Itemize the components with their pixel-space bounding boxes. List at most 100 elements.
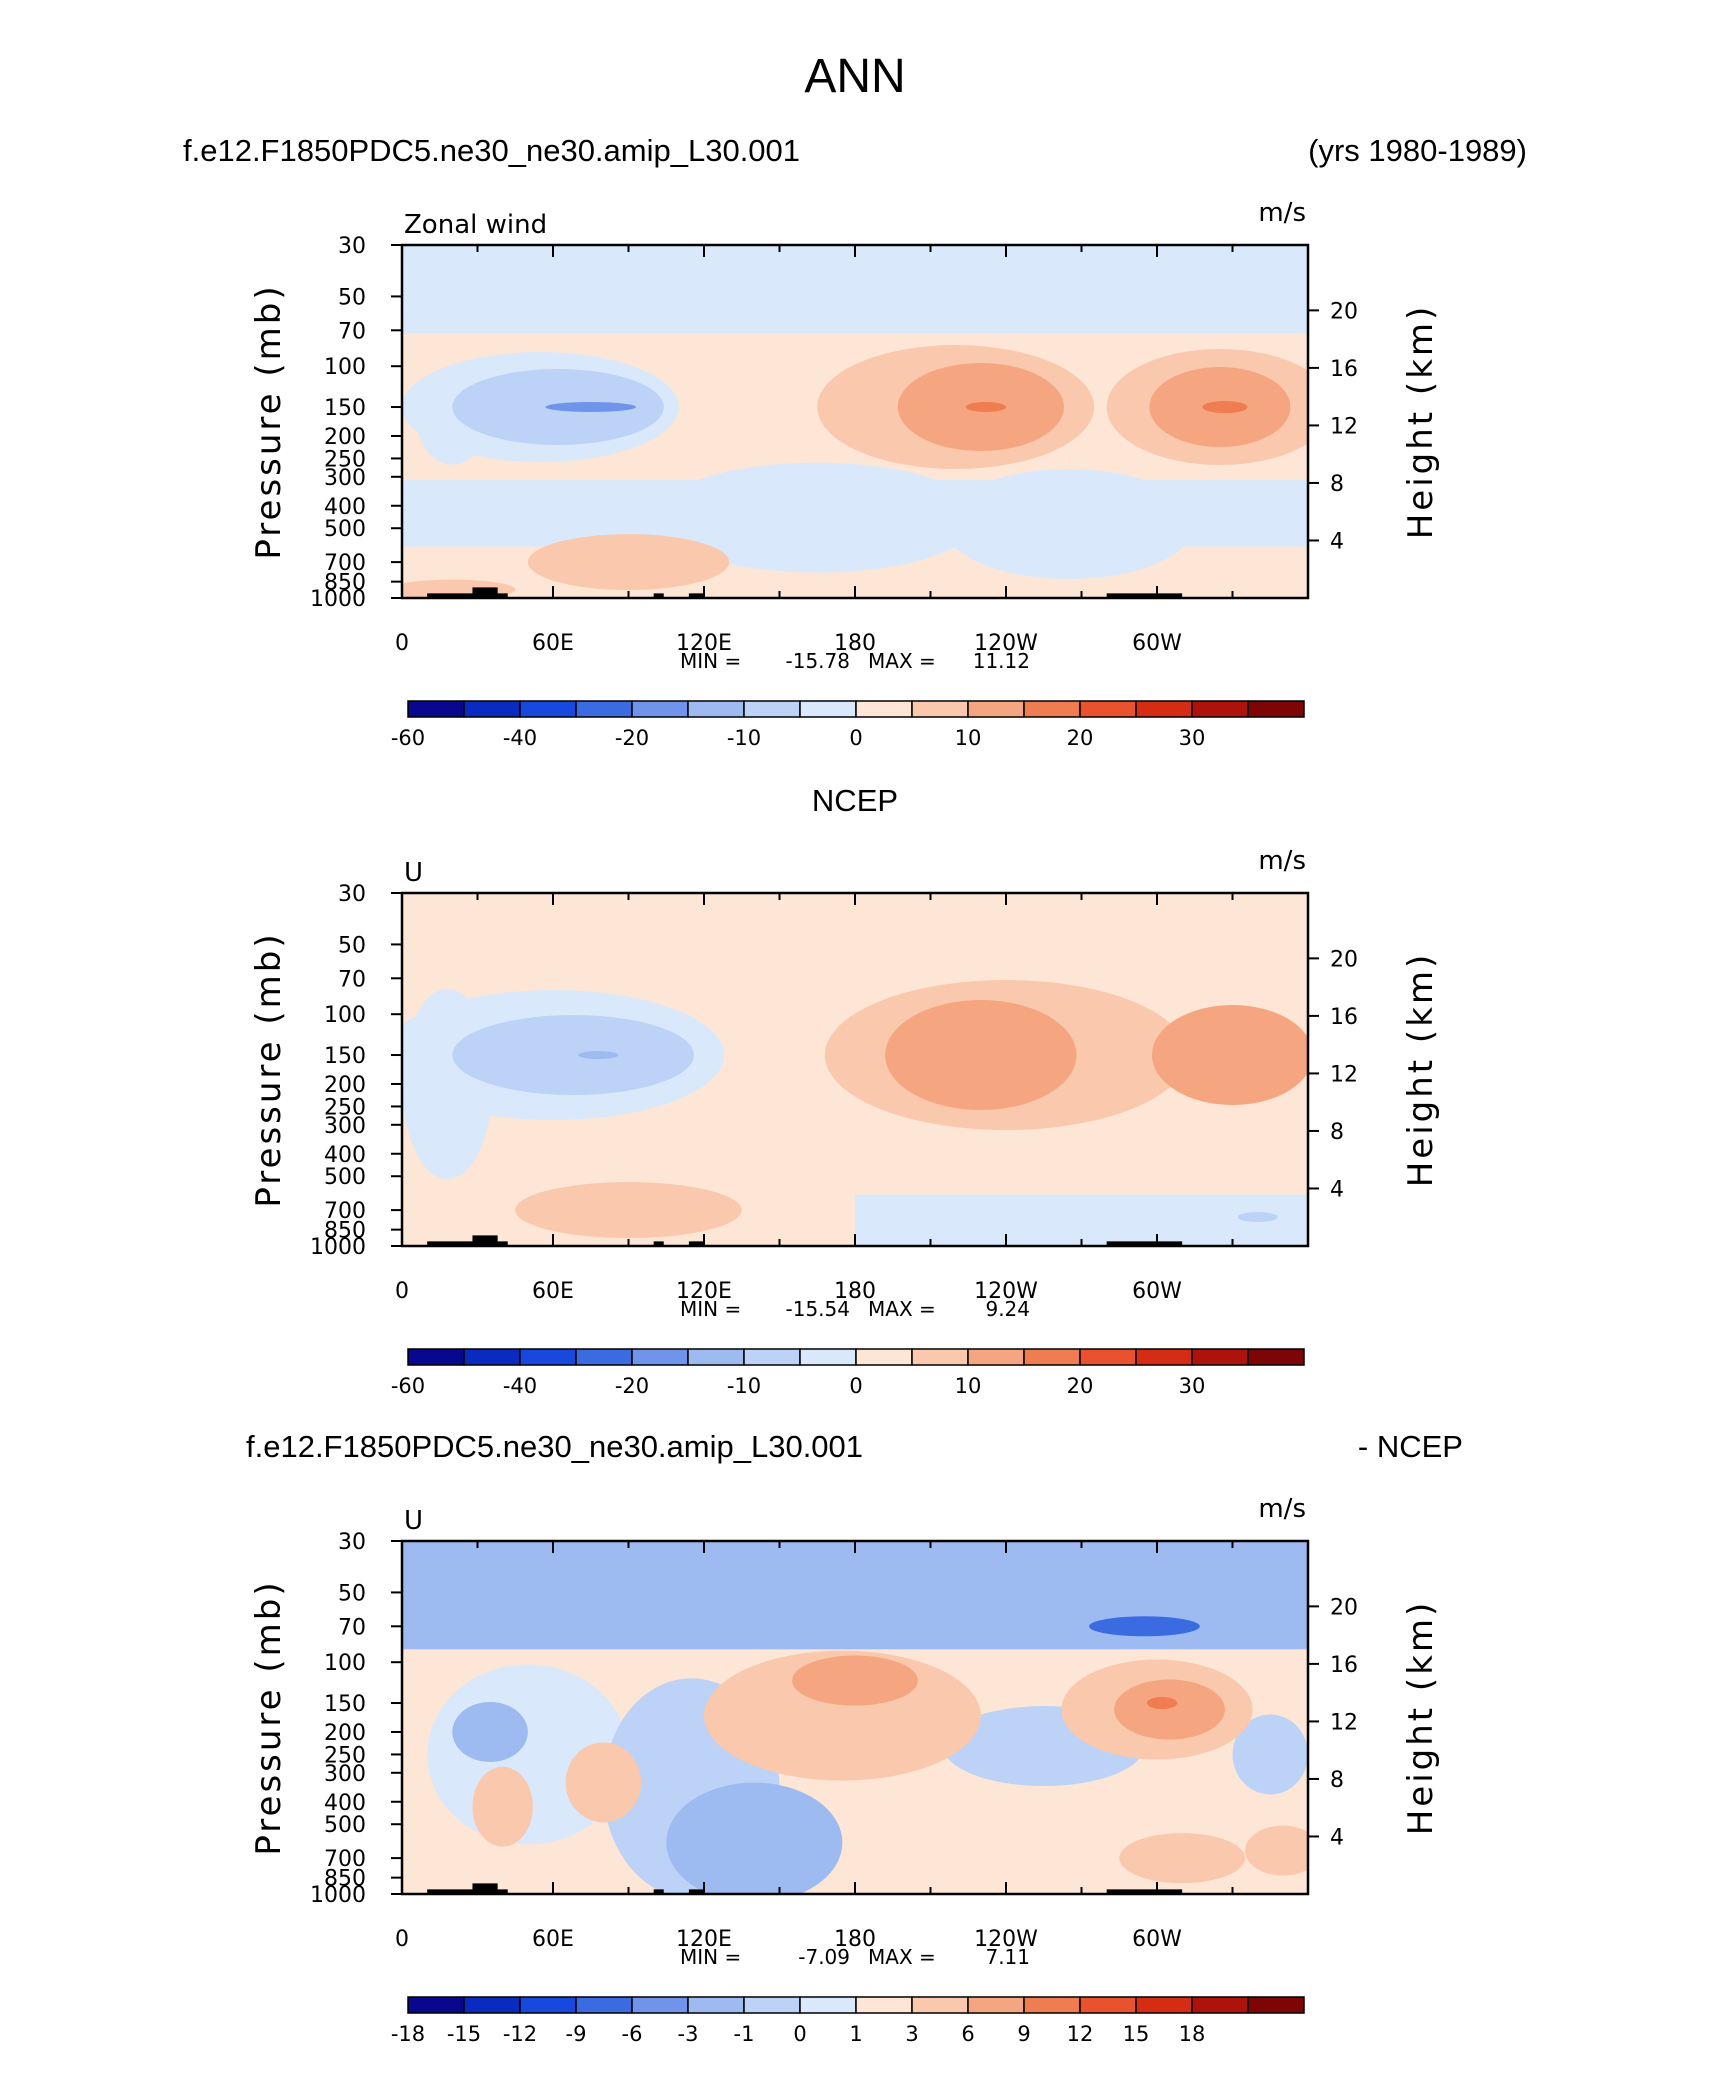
contour-blob: [943, 469, 1195, 580]
min-label: MIN =: [680, 1945, 741, 1969]
y-tick-label: 250: [324, 1743, 366, 1768]
y2-tick-label: 16: [1330, 357, 1358, 382]
land-mask: [653, 1889, 664, 1894]
colorbar-box: [575, 1996, 633, 2014]
colorbar-label: -10: [727, 1374, 761, 1398]
contour-band-lower-easterly: [855, 1194, 1308, 1246]
colorbar-box: [687, 1348, 745, 1366]
colorbar-box: [687, 1996, 745, 2014]
colorbar-label: -20: [615, 726, 649, 750]
y-tick-label: 700: [324, 1847, 366, 1872]
y-tick-label: 150: [324, 396, 366, 421]
x-tick-label: 120W: [974, 631, 1038, 656]
colorbar-box: [687, 700, 745, 718]
y-axis-title: Pressure (mb): [249, 1579, 289, 1855]
land-mask: [688, 1889, 704, 1894]
colorbar-box: [463, 1996, 521, 2014]
colorbar-box: [911, 700, 969, 718]
y-tick-label: 150: [324, 1044, 366, 1069]
contour-blob: [515, 1182, 742, 1239]
colorbar-box: [1247, 1348, 1305, 1366]
colorbar-label: -20: [615, 1374, 649, 1398]
colorbar-label: -9: [566, 2022, 587, 2046]
case-name: f.e12.F1850PDC5.ne30_ne30.amip_L30.001: [183, 133, 800, 168]
max-value: 7.11: [985, 1945, 1030, 1969]
colorbar-label: 1: [849, 2022, 862, 2046]
diff-case: f.e12.F1850PDC5.ne30_ne30.amip_L30.001: [246, 1429, 863, 1464]
y2-axis-title: Height (km): [1401, 1600, 1441, 1836]
colorbar-box: [1135, 1348, 1193, 1366]
x-tick-label: 120E: [676, 631, 732, 656]
land-mask: [472, 587, 498, 598]
colorbar-box: [911, 1348, 969, 1366]
x-tick-label: 180: [834, 631, 876, 656]
colorbar-box: [799, 700, 857, 718]
x-tick-label: 180: [834, 1927, 876, 1952]
land-mask: [1106, 593, 1183, 598]
land-mask: [472, 1883, 498, 1894]
y-tick-label: 1000: [310, 1883, 366, 1908]
colorbar-box: [1247, 1996, 1305, 2014]
min-value: -15.54: [786, 1297, 850, 1321]
panel-diff: 0 60E 120E 180 120W 60W3050701001502002503004…: [249, 1494, 1441, 2046]
y-tick-label: 1000: [310, 1235, 366, 1260]
colorbar-label: 12: [1067, 2022, 1094, 2046]
x-tick-label: 60W: [1132, 1279, 1182, 1304]
colorbar-label: -15: [447, 2022, 481, 2046]
x-tick-label: 120W: [974, 1927, 1038, 1952]
contour-field: [402, 893, 1308, 1246]
colorbar-box: [743, 700, 801, 718]
colorbar-box: [799, 1348, 857, 1366]
colorbar-label: -6: [622, 2022, 643, 2046]
colorbar-box: [575, 1348, 633, 1366]
y-tick-label: 30: [338, 882, 366, 907]
colorbar-box: [463, 1348, 521, 1366]
colorbar-box: [1135, 1996, 1193, 2014]
colorbar-label: 18: [1179, 2022, 1206, 2046]
y2-tick-label: 20: [1330, 299, 1358, 324]
land-mask: [688, 1241, 704, 1246]
x-tick-label: 120E: [676, 1927, 732, 1952]
colorbar-label: -60: [391, 726, 425, 750]
land-mask: [1106, 1889, 1183, 1894]
contour-blob: [527, 534, 730, 591]
colorbar-box: [1079, 700, 1137, 718]
colorbar-label: 20: [1067, 726, 1094, 750]
y2-tick-label: 4: [1330, 1825, 1344, 1850]
colorbar-box: [855, 700, 913, 718]
min-value: -7.09: [798, 1945, 850, 1969]
y-tick-label: 300: [324, 1762, 366, 1787]
colorbar-box: [799, 1996, 857, 2014]
colorbar-box: [519, 1348, 577, 1366]
max-value: 9.24: [985, 1297, 1030, 1321]
land-mask: [472, 1235, 498, 1246]
colorbar-box: [1023, 1348, 1081, 1366]
y-tick-label: 200: [324, 1073, 366, 1098]
colorbar-label: -1: [734, 2022, 755, 2046]
y-axis-title: Pressure (mb): [249, 283, 289, 559]
land-mask: [688, 593, 704, 598]
units-label: m/s: [1258, 846, 1306, 876]
contour-jet-core: [965, 402, 1006, 413]
min-label: MIN =: [680, 1297, 741, 1321]
contour-field: [402, 1541, 1308, 1894]
y2-tick-label: 20: [1330, 947, 1358, 972]
contour-blob: [402, 988, 493, 1179]
colorbar-label: 30: [1179, 726, 1206, 750]
y-tick-label: 50: [338, 933, 366, 958]
colorbar-label: -18: [391, 2022, 425, 2046]
x-tick-label: 60E: [532, 1279, 574, 1304]
colorbar-box: [1023, 700, 1081, 718]
y2-tick-label: 8: [1330, 1768, 1344, 1793]
contour-jet-core: [1202, 401, 1248, 414]
panel-model: 0 60E 120E 180 120W 60W3050701001502002503004…: [249, 198, 1441, 750]
obs-title: NCEP: [812, 783, 898, 818]
colorbar-label: 3: [905, 2022, 918, 2046]
y-tick-label: 300: [324, 1114, 366, 1139]
colorbar-box: [407, 700, 465, 718]
panel-obs: 0 60E 120E 180 120W 60W3050701001502002503004…: [249, 846, 1441, 1398]
colorbar-box: [575, 700, 633, 718]
y-tick-label: 400: [324, 495, 366, 520]
contour-blob: [792, 1655, 918, 1706]
